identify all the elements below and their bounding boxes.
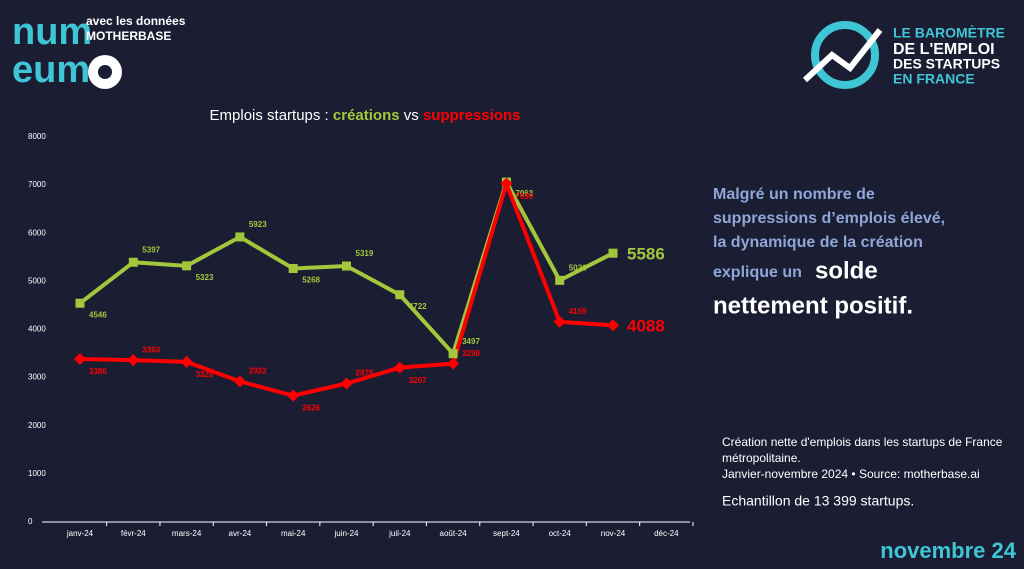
title-part: créations <box>333 107 400 124</box>
x-tick-label: sept-24 <box>493 529 520 538</box>
marker <box>287 389 300 402</box>
marker <box>342 261 351 271</box>
logo-bottom: eum <box>12 49 90 91</box>
y-tick-label: 2000 <box>28 421 46 430</box>
marker <box>448 349 458 359</box>
partner-name: MOTHERBASE <box>86 29 171 43</box>
x-tick-label: mars-24 <box>172 529 202 538</box>
data-label: 5397 <box>142 245 160 254</box>
data-label-end: 4088 <box>627 317 665 336</box>
data-label: 5923 <box>249 220 267 229</box>
marker <box>555 275 565 285</box>
series-line <box>79 181 614 398</box>
y-tick-label: 0 <box>28 517 33 526</box>
data-label: 2878 <box>356 369 374 378</box>
x-tick-label: avr-24 <box>229 529 252 538</box>
barometer-3: DES STARTUPS <box>893 56 1000 72</box>
x-tick-label: déc-24 <box>654 529 679 538</box>
marker <box>75 298 85 308</box>
data-label: 3363 <box>142 345 160 354</box>
marker <box>553 315 566 328</box>
lead: Malgré un nombre de <box>713 186 875 203</box>
data-label: 4722 <box>409 302 427 311</box>
title-part: vs <box>404 107 419 124</box>
data-label: 7063 <box>515 189 533 198</box>
lead: la dynamique de la création <box>713 234 923 251</box>
marker <box>288 263 298 273</box>
lead-end: explique un <box>713 264 802 281</box>
data-label: 5323 <box>196 273 214 282</box>
marker <box>127 354 140 367</box>
period: novembre 24 <box>880 538 1016 563</box>
marker <box>74 353 86 366</box>
x-tick-label: oct-24 <box>549 529 572 538</box>
barometer-2: DE L'EMPLOI <box>893 41 995 58</box>
data-label: 2626 <box>302 404 320 413</box>
lead: suppressions d’emplois élevé, <box>713 210 945 227</box>
data-label: 4159 <box>569 307 587 316</box>
data-label: 7030 <box>515 192 533 201</box>
title-part: suppressions <box>423 107 521 124</box>
marker <box>500 177 513 190</box>
marker <box>395 290 405 300</box>
title-part: Emplois startups : <box>210 107 329 124</box>
marker <box>340 377 353 390</box>
marker <box>180 355 193 368</box>
barometer-4: EN FRANCE <box>893 71 975 87</box>
y-tick-label: 1000 <box>28 469 46 478</box>
partner-line: avec les données <box>86 14 186 28</box>
marker <box>393 361 406 374</box>
note: métropolitaine. <box>722 451 801 465</box>
y-tick-label: 7000 <box>28 180 46 189</box>
y-tick-label: 5000 <box>28 276 46 285</box>
highlight: solde <box>815 257 878 284</box>
x-tick-label: juil-24 <box>388 529 411 538</box>
note: Janvier-novembre 2024 • Source: motherba… <box>722 467 980 481</box>
barometer-1: LE BAROMÈTRE <box>893 25 1005 41</box>
sample: Echantillon de 13 399 startups. <box>722 493 914 509</box>
barometer-arrow <box>802 28 883 83</box>
marker <box>233 375 246 388</box>
marker <box>128 257 138 267</box>
data-label: 3497 <box>462 337 480 346</box>
data-label: 5268 <box>302 276 320 285</box>
marker <box>447 357 460 370</box>
data-label: 3290 <box>462 349 480 358</box>
y-tick-label: 4000 <box>28 325 46 334</box>
x-tick-label: nov-24 <box>601 529 626 538</box>
x-tick-label: févr-24 <box>121 529 146 538</box>
data-label: 4546 <box>89 310 107 319</box>
note: Création nette d'emplois dans les startu… <box>722 435 1003 449</box>
data-label: 3207 <box>409 376 427 385</box>
x-tick-label: mai-24 <box>281 529 306 538</box>
x-tick-label: août-24 <box>440 529 468 538</box>
marker <box>235 232 245 242</box>
highlight: nettement positif. <box>713 292 913 319</box>
data-label: 3386 <box>89 367 107 376</box>
x-tick-label: janv-24 <box>66 529 94 538</box>
logo-top: num <box>12 11 92 53</box>
y-tick-label: 6000 <box>28 228 46 237</box>
chart-title: Emplois startups : créations vs suppress… <box>210 107 521 124</box>
marker <box>182 261 192 271</box>
data-label: 3328 <box>196 370 214 379</box>
marker <box>608 248 618 258</box>
data-label: 5021 <box>569 263 587 272</box>
y-tick-label: 3000 <box>28 373 46 382</box>
marker <box>607 319 619 332</box>
y-tick-label: 8000 <box>28 132 46 141</box>
data-label: 5319 <box>356 249 374 258</box>
partner-icon-inner <box>98 65 112 79</box>
barometer-icon <box>811 21 879 89</box>
data-label: 2922 <box>249 366 267 375</box>
data-label-end: 5586 <box>627 245 665 264</box>
x-tick-label: juin-24 <box>333 529 359 538</box>
